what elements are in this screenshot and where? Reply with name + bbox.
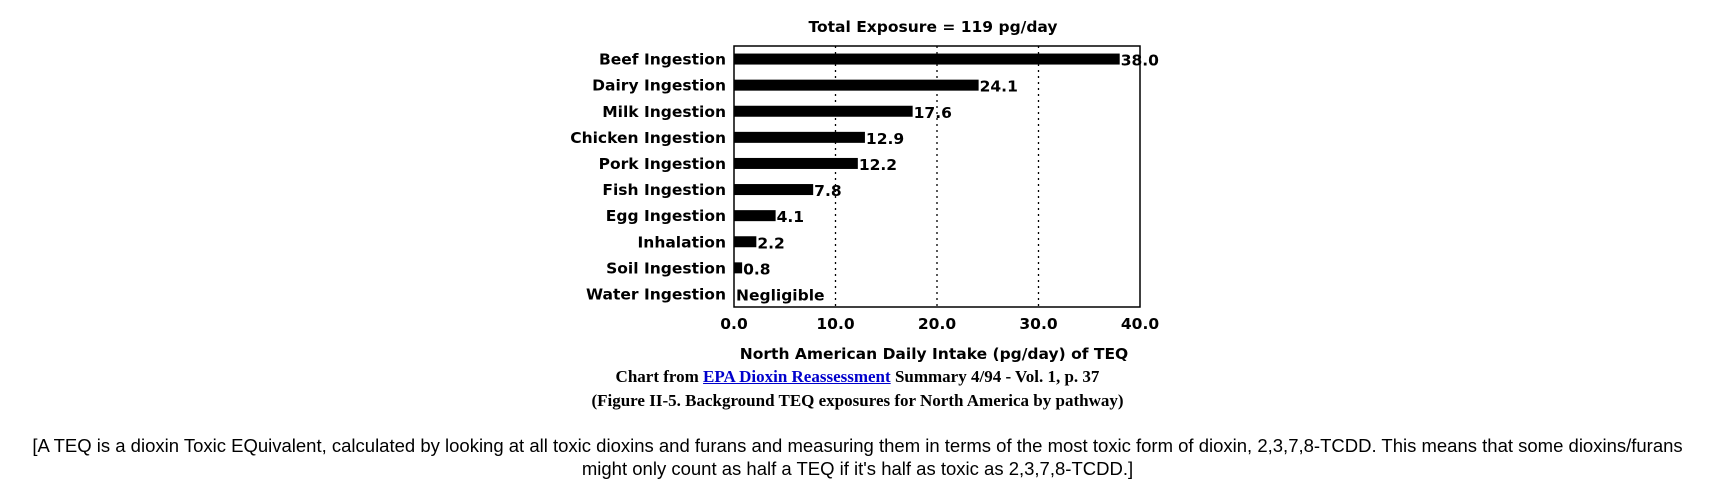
value-label-2: 17.6 xyxy=(914,104,952,122)
x-tick-label-2: 20.0 xyxy=(918,315,956,333)
category-label-2: Milk Ingestion xyxy=(602,103,726,121)
plot-frame xyxy=(733,45,1141,308)
dioxin-exposure-chart: Total Exposure = 119 pg/day Beef Ingesti… xyxy=(570,18,1159,363)
value-labels: 38.0 24.1 17.6 12.9 12.2 7.8 4.1 2.2 0.8 Negligib… xyxy=(736,52,1159,305)
bar-6 xyxy=(734,210,776,222)
value-label-0: 38.0 xyxy=(1121,52,1159,70)
chart-bars xyxy=(734,53,1120,274)
x-tick-label-4: 40.0 xyxy=(1121,315,1159,333)
value-label-8: 0.8 xyxy=(743,260,770,278)
category-labels: Beef Ingestion Dairy Ingestion Milk Ingest… xyxy=(570,51,726,304)
category-label-4: Pork Ingestion xyxy=(599,155,726,173)
value-label-9: Negligible xyxy=(736,286,825,304)
category-label-3: Chicken Ingestion xyxy=(570,129,726,147)
value-label-1: 24.1 xyxy=(980,78,1018,96)
value-label-5: 7.8 xyxy=(814,182,841,200)
category-label-1: Dairy Ingestion xyxy=(592,77,726,95)
bar-0 xyxy=(734,53,1120,65)
bar-3 xyxy=(734,131,865,143)
category-label-8: Soil Ingestion xyxy=(606,259,726,277)
bar-7 xyxy=(734,236,757,248)
caption-suffix: Summary 4/94 - Vol. 1, p. 37 xyxy=(894,367,1100,386)
value-label-6: 4.1 xyxy=(777,208,804,226)
bar-2 xyxy=(734,105,913,117)
x-tick-label-3: 30.0 xyxy=(1019,315,1057,333)
bar-1 xyxy=(734,79,979,91)
value-label-4: 12.2 xyxy=(859,156,897,174)
x-tick-label-1: 10.0 xyxy=(816,315,854,333)
x-tick-labels: 0.0 10.0 20.0 30.0 40.0 xyxy=(720,315,1159,333)
category-label-6: Egg Ingestion xyxy=(606,207,726,225)
category-label-7: Inhalation xyxy=(638,233,726,251)
value-label-3: 12.9 xyxy=(866,130,904,148)
bar-4 xyxy=(734,157,858,169)
value-label-7: 2.2 xyxy=(757,234,784,252)
x-axis-label: North American Daily Intake (pg/day) of … xyxy=(740,345,1128,363)
caption-line-2: (Figure II-5. Background TEQ exposures f… xyxy=(591,391,1124,410)
category-label-5: Fish Ingestion xyxy=(602,181,726,199)
epa-reassessment-link[interactable]: EPA Dioxin Reassessment xyxy=(703,367,891,386)
caption-line-1: Chart from EPA Dioxin Reassessment Summa… xyxy=(0,367,1715,387)
category-label-9: Water Ingestion xyxy=(586,285,726,303)
teq-explanation-note: [A TEQ is a dioxin Toxic EQuivalent, cal… xyxy=(32,435,1683,479)
chart-title: Total Exposure = 119 pg/day xyxy=(808,18,1057,36)
caption-prefix: Chart from xyxy=(615,367,699,386)
bar-8 xyxy=(734,262,743,274)
category-label-0: Beef Ingestion xyxy=(599,51,726,69)
bar-5 xyxy=(734,184,814,196)
x-tick-label-0: 0.0 xyxy=(720,315,748,333)
